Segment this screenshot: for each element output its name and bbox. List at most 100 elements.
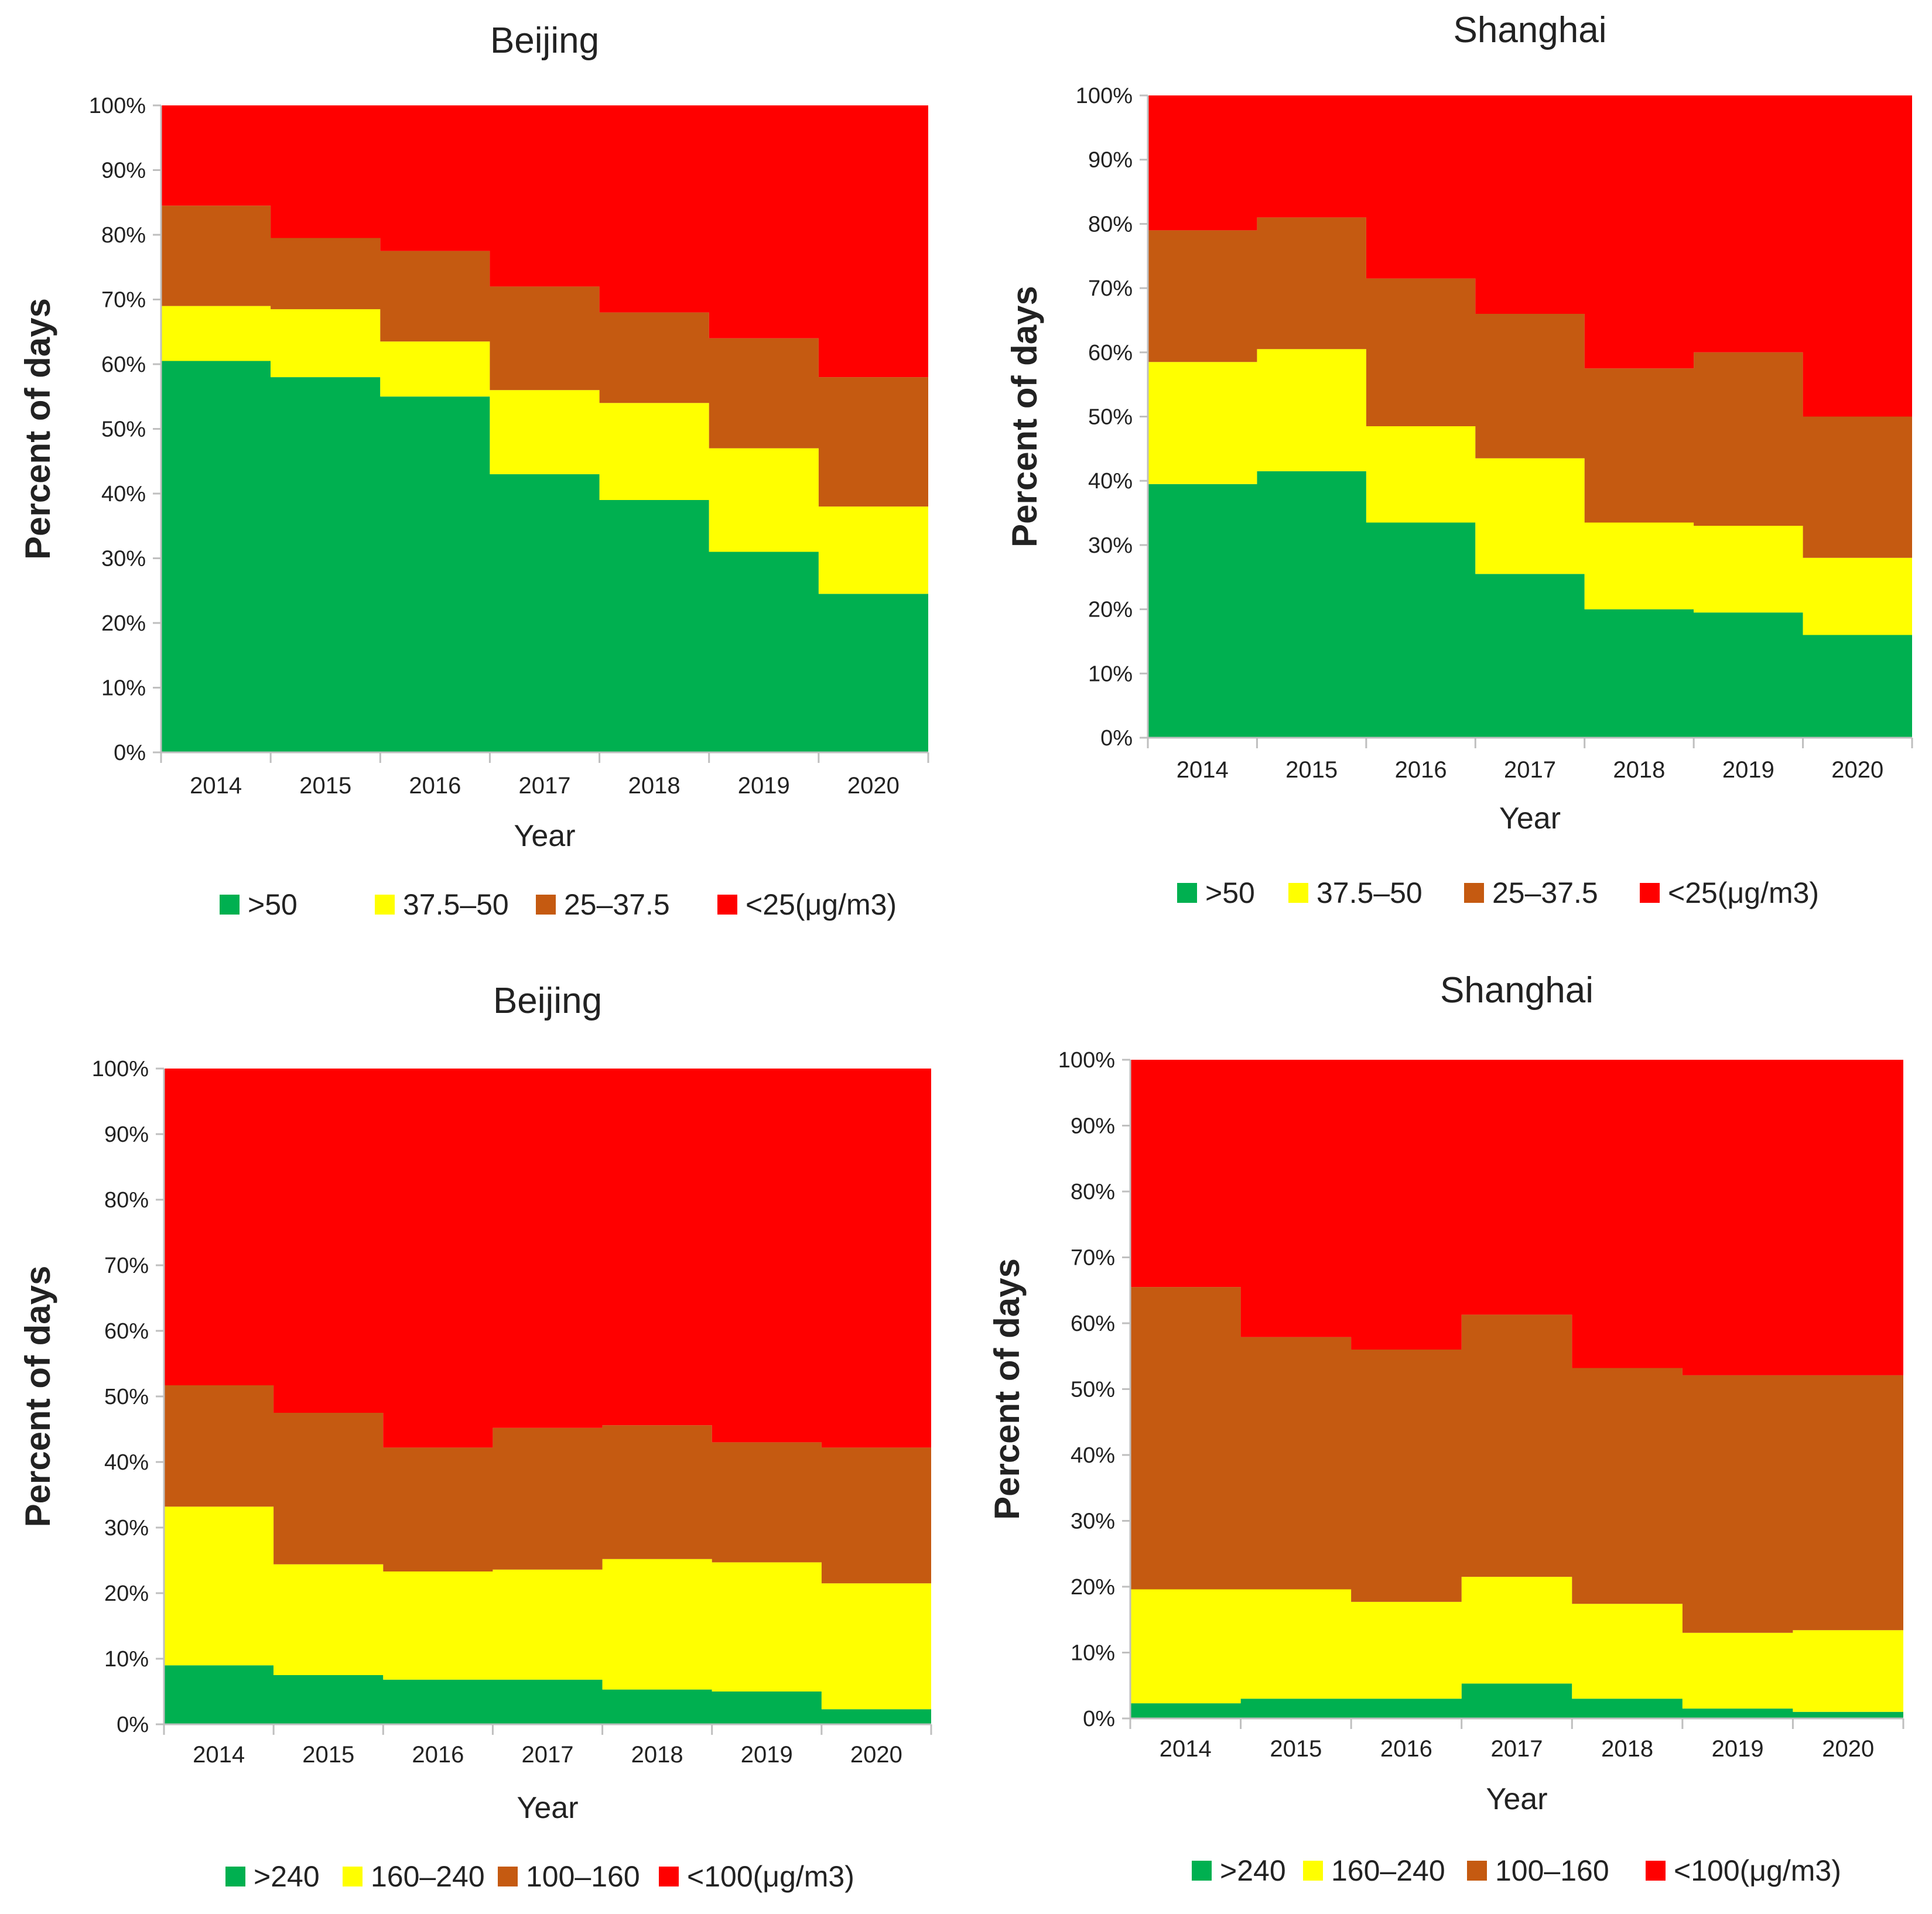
series-area--25-g-m3- [161, 105, 928, 378]
y-axis-title: Percent of days [987, 1258, 1027, 1520]
legend-label: >50 [248, 888, 298, 921]
chart-title: Beijing [490, 20, 599, 61]
y-tick-label: 60% [1088, 341, 1133, 365]
y-tick-label: 100% [92, 1057, 149, 1081]
x-tick-label: 2016 [1380, 1736, 1432, 1762]
legend-swatch [225, 1867, 245, 1886]
series-area-25-37-5 [161, 206, 928, 507]
y-tick-label: 80% [1088, 212, 1133, 237]
y-tick-label: 10% [104, 1647, 149, 1672]
y-tick-label: 80% [1071, 1180, 1115, 1204]
legend-swatch [1646, 1861, 1666, 1881]
legend-label: <100(μg/m3) [687, 1860, 854, 1893]
y-axis-title: Percent of days [18, 1266, 57, 1528]
legend-swatch [1192, 1861, 1212, 1881]
legend-label: 25–37.5 [564, 888, 670, 921]
series-area-160-240 [1130, 1577, 1903, 1712]
y-tick-label: 20% [1071, 1575, 1115, 1600]
y-tick-label: 40% [1088, 469, 1133, 494]
y-tick-label: 40% [104, 1450, 149, 1475]
y-tick-label: 90% [1088, 148, 1133, 173]
y-tick-label: 60% [104, 1319, 149, 1344]
y-tick-label: 40% [101, 482, 146, 506]
y-tick-label: 70% [1071, 1246, 1115, 1271]
x-tick-label: 2015 [1270, 1736, 1322, 1762]
x-tick-label: 2016 [412, 1742, 464, 1768]
x-tick-label: 2016 [1395, 757, 1447, 783]
y-tick-label: 70% [101, 288, 146, 313]
legend-label: >50 [1205, 876, 1255, 909]
chart-title: Shanghai [1453, 10, 1606, 50]
y-tick-label: 100% [1058, 1048, 1115, 1073]
series-area--240 [164, 1665, 931, 1724]
y-tick-label: 0% [1083, 1707, 1115, 1731]
y-tick-label: 0% [114, 741, 146, 765]
y-tick-label: 60% [101, 352, 146, 377]
chart-title: Shanghai [1440, 970, 1594, 1011]
legend-label: 37.5–50 [1317, 876, 1423, 909]
x-tick-label: 2014 [1160, 1736, 1212, 1762]
x-tick-label: 2017 [519, 773, 571, 799]
legend-label: >240 [254, 1860, 320, 1893]
y-tick-label: 0% [117, 1713, 149, 1737]
series-area-25-37-5 [1148, 217, 1912, 558]
legend-label: 100–160 [526, 1860, 640, 1893]
x-tick-label: 2017 [1504, 757, 1556, 783]
chart-3: 0% 10% 20% 30% 40% 50% 60% 70% 80% 90% 100% 2014 201… [987, 970, 1904, 1887]
chart-0: 0% 10% 20% 30% 40% 50% 60% 70% 80% 90% 100% 2014 201… [18, 20, 929, 921]
x-tick-label: 2019 [1722, 757, 1774, 783]
x-tick-label: 2014 [193, 1742, 245, 1768]
y-tick-label: 20% [101, 611, 146, 636]
y-tick-label: 0% [1100, 726, 1133, 751]
y-tick-label: 90% [104, 1122, 149, 1147]
series-area--50 [161, 361, 928, 752]
legend-swatch [1177, 883, 1197, 903]
chart-title: Beijing [493, 981, 602, 1021]
y-tick-label: 70% [104, 1254, 149, 1278]
x-axis-title: Year [1499, 802, 1561, 836]
y-tick-label: 80% [104, 1188, 149, 1213]
series-area--25-g-m3- [1148, 95, 1912, 417]
y-tick-label: 50% [101, 417, 146, 442]
x-axis-title: Year [1486, 1782, 1547, 1816]
legend-label: 100–160 [1495, 1854, 1609, 1887]
y-tick-label: 20% [104, 1581, 149, 1606]
x-tick-label: 2017 [522, 1742, 574, 1768]
y-tick-label: 70% [1088, 276, 1133, 301]
legend-swatch [1303, 1861, 1323, 1881]
legend-swatch [343, 1867, 363, 1886]
y-tick-label: 100% [89, 94, 146, 118]
legend-swatch [1640, 883, 1660, 903]
series-area-100-160 [164, 1385, 931, 1584]
x-tick-label: 2016 [409, 773, 461, 799]
x-tick-label: 2020 [1822, 1736, 1874, 1762]
series-area-100-160 [1130, 1287, 1903, 1633]
series-area--100-g-m3- [1130, 1060, 1903, 1375]
legend-swatch [536, 895, 556, 915]
legend-label: <25(μg/m3) [1668, 876, 1819, 909]
legend-swatch [375, 895, 395, 915]
y-tick-label: 90% [101, 159, 146, 183]
series-area--50 [1148, 471, 1912, 738]
x-tick-label: 2019 [1712, 1736, 1764, 1762]
y-tick-label: 10% [1071, 1641, 1115, 1666]
x-tick-label: 2015 [299, 773, 351, 799]
x-tick-label: 2020 [850, 1742, 902, 1768]
legend-label: 25–37.5 [1492, 876, 1598, 909]
x-tick-label: 2020 [1831, 757, 1883, 783]
legend-swatch [498, 1867, 518, 1886]
y-tick-label: 100% [1076, 84, 1133, 108]
series-area--240 [1130, 1683, 1903, 1718]
legend-label: 37.5–50 [403, 888, 509, 921]
y-tick-label: 40% [1071, 1443, 1115, 1468]
y-tick-label: 30% [104, 1516, 149, 1540]
x-tick-label: 2017 [1491, 1736, 1543, 1762]
legend-swatch [1464, 883, 1484, 903]
legend-swatch [220, 895, 240, 915]
legend-label: 160–240 [1331, 1854, 1445, 1887]
x-axis-title: Year [517, 1791, 578, 1825]
y-tick-label: 30% [1088, 533, 1133, 558]
x-tick-label: 2015 [1285, 757, 1338, 783]
x-tick-label: 2018 [1613, 757, 1665, 783]
